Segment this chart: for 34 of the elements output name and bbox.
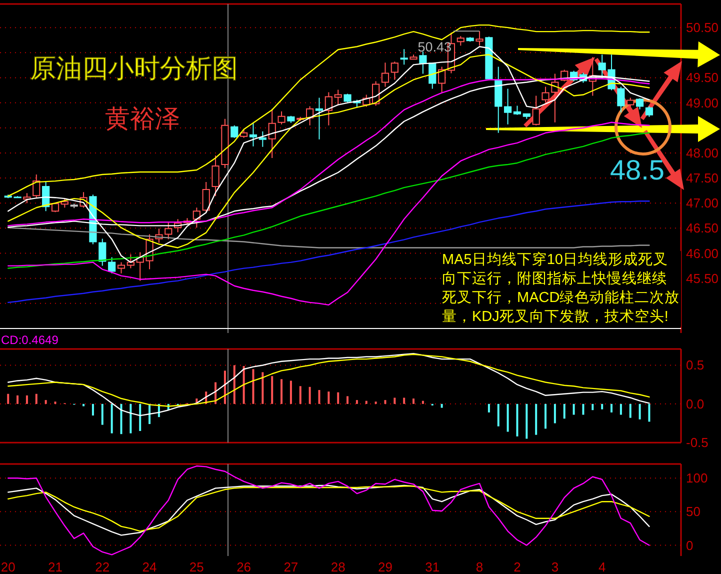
y-tick-label: -0.5 [686,435,708,450]
y-tick-label: 49.00 [686,95,719,110]
x-tick-label: 20 [0,560,16,574]
y-tick-label: 50.50 [686,20,719,36]
x-tick-label: 4 [598,560,606,574]
note: MA5日均线下穿10日均线形成死叉向下运行，附图指标上快慢线继续死叉下行，MACD绿色动能柱二次放量，KDJ死叉向下发散，技术空头! [442,251,681,327]
y-tick-label: 45.50 [686,270,719,286]
x-tick-label: 2 [514,560,521,574]
x-tick-label: 28 [330,560,346,574]
x-tick-label: 31 [425,560,440,574]
y-tick-label: 48.00 [686,145,719,160]
y-tick-label: 47.00 [686,196,719,211]
y-tick-label: 0 [686,538,694,553]
x-tick-label: 22 [95,560,110,574]
y-tick-label: 46.00 [686,246,719,261]
y-tick-label: 47.50 [686,170,719,186]
x-tick-label: 29 [378,560,392,574]
subtitle: 黄裕泽 [105,105,180,133]
y-tick-label: 49.50 [686,70,719,86]
x-tick-label: 8 [476,560,484,574]
title: 原油四小时分析图 [30,53,238,83]
x-tick-label: 21 [48,560,62,574]
title: CD:0.4649 [1,333,58,347]
x-tick-label: 24 [142,560,157,574]
y-tick-label: 100 [686,470,708,486]
y-tick-label: 46.50 [686,220,719,236]
x-tick-label: 3 [551,560,559,574]
y-tick-label: 50 [686,504,700,520]
y-tick-label: 0.0 [686,396,704,412]
x-tick-label: 25 [189,560,204,574]
annotation: 48.5 [610,154,664,186]
x-tick-label: 27 [284,560,298,574]
x-tick-label: 26 [236,560,252,574]
y-tick-label: 0.5 [686,358,704,373]
